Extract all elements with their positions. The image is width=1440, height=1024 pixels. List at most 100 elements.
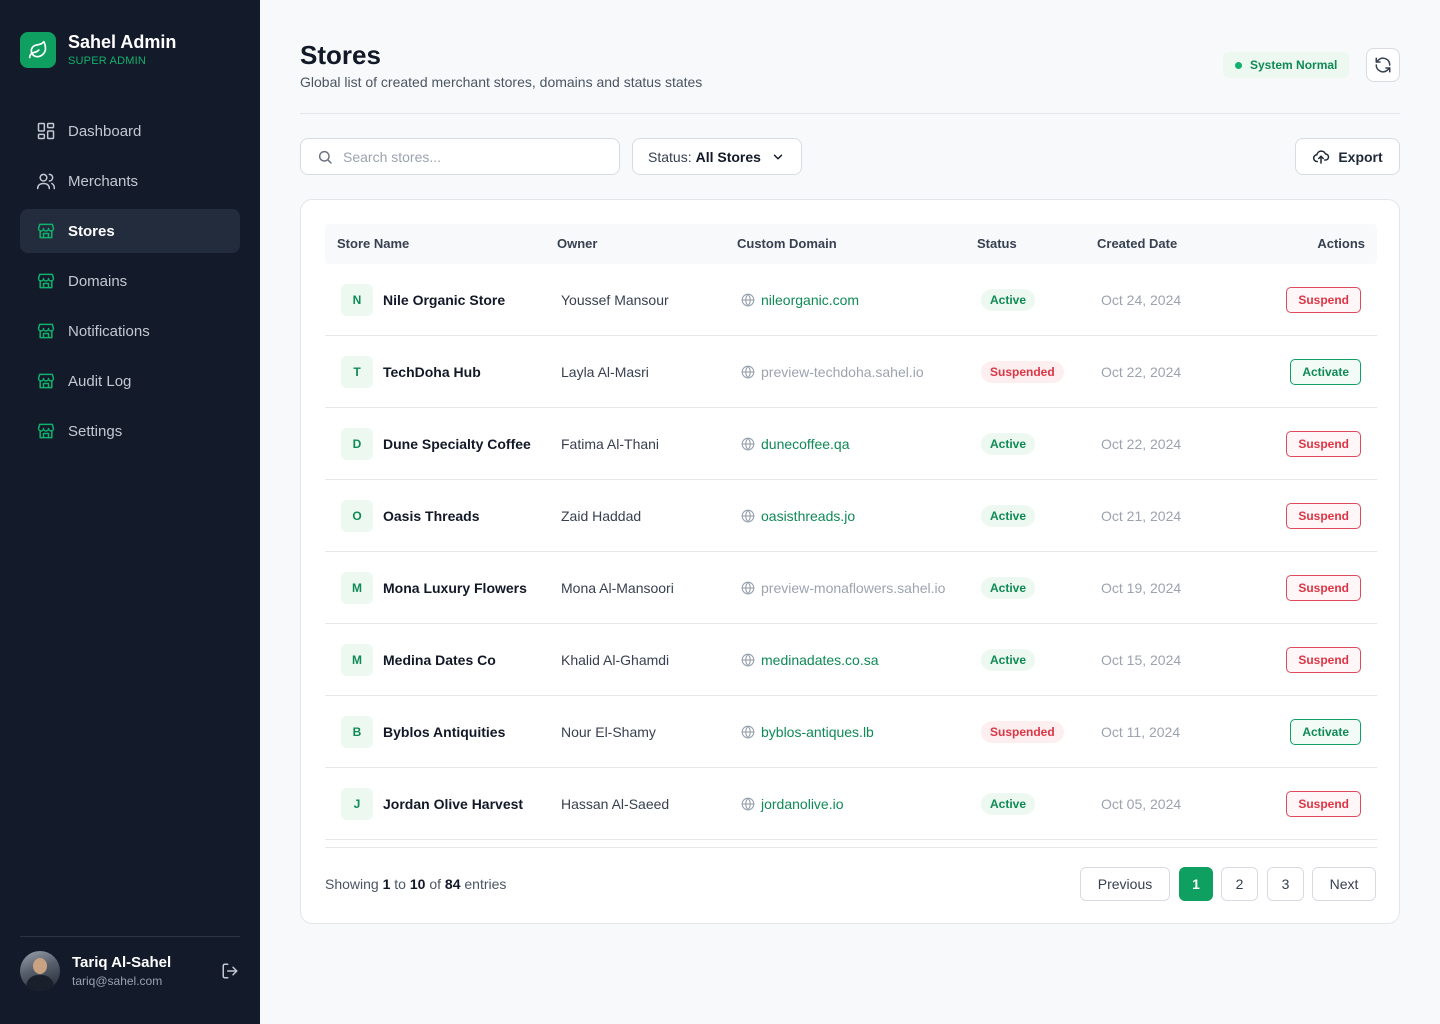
custom-domain-link[interactable]: preview-monaflowers.sahel.io <box>761 580 946 596</box>
activate-store-button[interactable]: Activate <box>1290 359 1361 385</box>
sidebar-item-merchants[interactable]: Merchants <box>20 159 240 203</box>
globe-icon <box>741 581 755 595</box>
export-button[interactable]: Export <box>1295 138 1400 175</box>
column-status[interactable]: Status <box>977 236 1017 251</box>
search-input[interactable] <box>343 148 603 165</box>
store-name[interactable]: Nile Organic Store <box>383 292 506 308</box>
custom-domain-link[interactable]: jordanolive.io <box>761 796 844 812</box>
cloud-upload-icon <box>1312 148 1330 166</box>
store-cell: M Medina Dates Co <box>341 624 496 696</box>
created-date: Oct 24, 2024 <box>1101 292 1182 308</box>
refresh-button[interactable] <box>1366 48 1400 82</box>
store-name[interactable]: Mona Luxury Flowers <box>383 580 527 596</box>
created-date: Oct 22, 2024 <box>1101 364 1182 380</box>
store-icon <box>36 421 56 441</box>
chevron-down-icon <box>771 150 785 164</box>
sidebar: Sahel Admin SUPER ADMIN Dashboard Mercha… <box>0 0 260 1024</box>
actions-cell: Suspend <box>1286 264 1361 336</box>
store-cell: T TechDoha Hub <box>341 336 481 408</box>
status-filter-value: All Stores <box>695 148 761 165</box>
domain-cell: nileorganic.com <box>741 264 859 336</box>
logout-icon[interactable] <box>220 961 240 981</box>
globe-icon <box>741 797 755 811</box>
store-name[interactable]: Oasis Threads <box>383 508 480 524</box>
page-1-button[interactable]: 1 <box>1179 867 1213 901</box>
column-store-name[interactable]: Store Name <box>337 236 410 251</box>
globe-icon <box>741 509 755 523</box>
sidebar-item-audit-log[interactable]: Audit Log <box>20 359 240 403</box>
suspend-store-button[interactable]: Suspend <box>1286 575 1361 601</box>
next-page-button[interactable]: Next <box>1312 867 1376 901</box>
store-initial-avatar: M <box>341 572 373 604</box>
status-badge: Active <box>981 577 1036 599</box>
custom-domain-link[interactable]: preview-techdoha.sahel.io <box>761 364 924 380</box>
status-filter-dropdown[interactable]: Status: All Stores <box>632 138 802 175</box>
custom-domain-link[interactable]: oasisthreads.jo <box>761 508 856 524</box>
store-icon <box>36 271 56 291</box>
brand: Sahel Admin SUPER ADMIN <box>20 32 176 68</box>
column-actions: Actions <box>1317 236 1365 251</box>
domain-cell: jordanolive.io <box>741 768 844 840</box>
previous-page-button[interactable]: Previous <box>1080 867 1170 901</box>
globe-icon <box>741 437 755 451</box>
page-3-button[interactable]: 3 <box>1267 867 1304 901</box>
store-cell: J Jordan Olive Harvest <box>341 768 523 840</box>
sidebar-nav: Dashboard Merchants Stores Domains Notif… <box>20 109 240 459</box>
sidebar-item-label: Dashboard <box>68 122 142 140</box>
created-date: Oct 19, 2024 <box>1101 580 1182 596</box>
column-owner[interactable]: Owner <box>557 236 598 251</box>
status-dot-icon <box>1235 61 1242 69</box>
status-badge: Suspended <box>981 721 1064 743</box>
page-subtitle: Global list of created merchant stores, … <box>300 74 703 90</box>
user-email: tariq@sahel.com <box>72 973 163 988</box>
store-cell: B Byblos Antiquities <box>341 696 505 768</box>
domain-cell: preview-techdoha.sahel.io <box>741 336 924 408</box>
activate-store-button[interactable]: Activate <box>1290 719 1361 745</box>
avatar <box>20 951 60 991</box>
refresh-icon <box>1375 57 1391 73</box>
custom-domain-link[interactable]: nileorganic.com <box>761 292 860 308</box>
store-initial-avatar: J <box>341 788 373 820</box>
page-title: Stores <box>300 40 381 70</box>
table-row: M Mona Luxury Flowers Mona Al-Mansoori prev… <box>325 552 1377 624</box>
store-name[interactable]: Byblos Antiquities <box>383 724 506 740</box>
custom-domain-link[interactable]: dunecoffee.qa <box>761 436 850 452</box>
actions-cell: Activate <box>1290 336 1361 408</box>
sidebar-item-dashboard[interactable]: Dashboard <box>20 109 240 153</box>
created-date: Oct 11, 2024 <box>1101 724 1181 740</box>
status-badge: Active <box>981 505 1036 527</box>
table-header: Store Name Owner Custom Domain Status Cr… <box>325 224 1377 264</box>
sidebar-item-settings[interactable]: Settings <box>20 409 240 453</box>
column-custom-domain[interactable]: Custom Domain <box>737 236 837 251</box>
store-icon <box>36 321 56 341</box>
custom-domain-link[interactable]: medinadates.co.sa <box>761 652 879 668</box>
store-icon <box>36 371 56 391</box>
status-cell: Active <box>981 624 1036 696</box>
suspend-store-button[interactable]: Suspend <box>1286 287 1361 313</box>
sidebar-item-label: Domains <box>68 272 128 290</box>
store-initial-avatar: N <box>341 284 373 316</box>
domain-cell: dunecoffee.qa <box>741 408 850 480</box>
store-name[interactable]: Jordan Olive Harvest <box>383 796 524 812</box>
status-cell: Active <box>981 480 1036 552</box>
store-name[interactable]: TechDoha Hub <box>383 364 481 380</box>
custom-domain-link[interactable]: byblos-antiques.lb <box>761 724 874 740</box>
page-2-button[interactable]: 2 <box>1221 867 1258 901</box>
store-name[interactable]: Medina Dates Co <box>383 652 496 668</box>
suspend-store-button[interactable]: Suspend <box>1286 431 1361 457</box>
suspend-store-button[interactable]: Suspend <box>1286 647 1361 673</box>
suspend-store-button[interactable]: Suspend <box>1286 791 1361 817</box>
column-created-date[interactable]: Created Date <box>1097 236 1178 251</box>
store-name[interactable]: Dune Specialty Coffee <box>383 436 531 452</box>
sidebar-item-stores[interactable]: Stores <box>20 209 240 253</box>
suspend-store-button[interactable]: Suspend <box>1286 503 1361 529</box>
search-icon <box>318 150 332 164</box>
brand-name: Sahel Admin <box>68 32 177 52</box>
sidebar-item-notifications[interactable]: Notifications <box>20 309 240 353</box>
status-badge: Active <box>981 793 1036 815</box>
sidebar-item-domains[interactable]: Domains <box>20 259 240 303</box>
status-badge: Active <box>981 649 1036 671</box>
domain-cell: medinadates.co.sa <box>741 624 879 696</box>
globe-icon <box>741 293 755 307</box>
status-cell: Active <box>981 264 1036 336</box>
